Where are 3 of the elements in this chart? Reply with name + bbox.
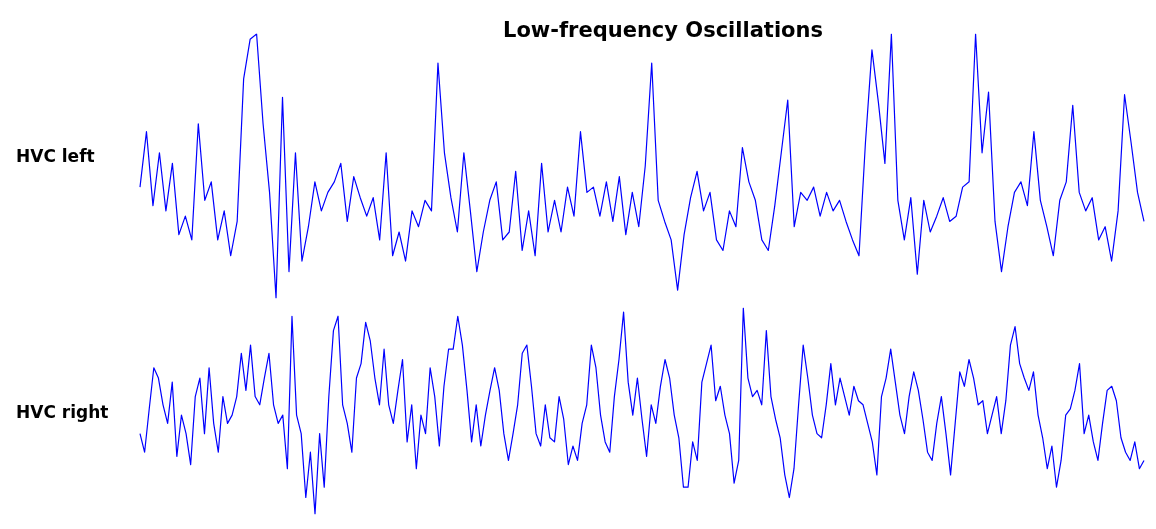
chart-title: Low-frequency Oscillations (503, 17, 823, 42)
y-axis-title: HVC left (16, 146, 95, 166)
y-axis-title: HVC right (16, 402, 109, 422)
